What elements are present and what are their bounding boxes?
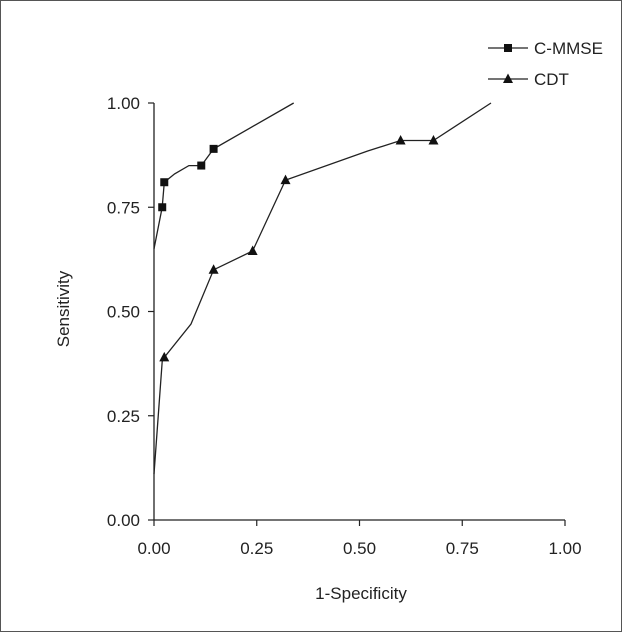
axes	[153, 103, 565, 521]
series-line-cdt	[153, 102, 492, 475]
x-tick-label: 0.00	[137, 539, 170, 558]
legend: C-MMSE CDT	[488, 39, 603, 89]
series-lines	[153, 102, 492, 475]
y-tick-label: 0.75	[107, 198, 140, 217]
x-tick-label: 0.50	[343, 539, 376, 558]
legend-label-c-mmse: C-MMSE	[534, 39, 603, 58]
y-tick-label: 0.25	[107, 407, 140, 426]
data-point-cdt	[208, 264, 219, 274]
y-ticks: 0.00 0.25 0.50 0.75 1.00	[107, 94, 154, 530]
x-ticks: 0.00 0.25 0.50 0.75 1.00	[137, 520, 582, 558]
data-point-c-mmse	[197, 161, 206, 170]
y-tick-label: 0.00	[107, 511, 140, 530]
data-point-c-mmse	[158, 203, 167, 212]
series-markers	[158, 135, 439, 362]
y-tick-label: 1.00	[107, 94, 140, 113]
legend-label-cdt: CDT	[534, 70, 569, 89]
x-tick-label: 0.75	[446, 539, 479, 558]
x-axis-label: 1-Specificity	[315, 584, 407, 603]
data-point-c-mmse	[160, 178, 169, 187]
data-point-cdt	[395, 135, 406, 145]
x-tick-label: 0.25	[240, 539, 273, 558]
y-axis-label: Sensitivity	[54, 270, 73, 347]
data-point-cdt	[280, 174, 291, 185]
legend-marker-c-mmse	[504, 44, 512, 52]
data-point-c-mmse	[209, 144, 218, 153]
series-line-c-mmse	[153, 102, 295, 250]
y-tick-label: 0.50	[107, 303, 140, 322]
legend-marker-cdt	[503, 73, 513, 83]
data-point-cdt	[428, 135, 439, 145]
data-point-cdt	[247, 245, 258, 256]
data-point-cdt	[159, 351, 170, 362]
x-tick-label: 1.00	[548, 539, 581, 558]
